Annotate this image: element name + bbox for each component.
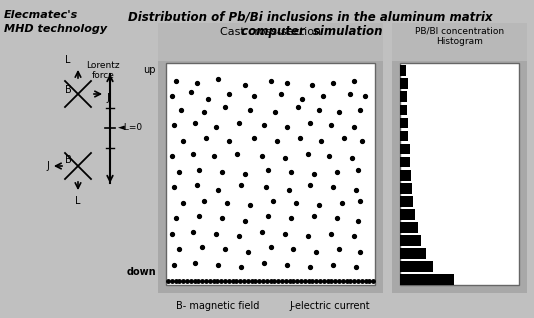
- Text: PB/BI concentration
Histogram: PB/BI concentration Histogram: [415, 27, 504, 46]
- Text: J-electric current: J-electric current: [289, 301, 370, 311]
- Bar: [392, 23, 527, 293]
- Bar: [400, 261, 433, 272]
- Bar: [400, 144, 410, 155]
- Bar: [158, 23, 383, 293]
- Text: up: up: [144, 65, 156, 75]
- Text: down: down: [127, 267, 156, 277]
- Bar: [400, 79, 409, 89]
- Bar: [400, 170, 411, 181]
- Bar: [400, 274, 453, 285]
- Text: Lorentz
force: Lorentz force: [86, 61, 120, 80]
- Text: MHD technology: MHD technology: [4, 24, 107, 34]
- Bar: [400, 209, 415, 220]
- Text: Distribution of Pb/Bi inclusions in the aluminum matrix
 computer  simulation: Distribution of Pb/Bi inclusions in the …: [128, 10, 492, 38]
- Bar: [400, 118, 409, 128]
- Bar: [400, 222, 418, 233]
- Bar: [400, 105, 407, 115]
- Text: B: B: [65, 155, 72, 165]
- Text: B: B: [65, 85, 72, 95]
- Text: L: L: [75, 196, 81, 206]
- Text: ◄L=0: ◄L=0: [118, 123, 143, 133]
- Text: Elecmatec's: Elecmatec's: [4, 10, 78, 20]
- Bar: [400, 92, 407, 102]
- Bar: [400, 66, 406, 76]
- Bar: [400, 131, 409, 142]
- Bar: [400, 248, 426, 259]
- Bar: [158, 23, 383, 61]
- Text: B- magnetic field: B- magnetic field: [176, 301, 260, 311]
- Text: J: J: [106, 93, 109, 103]
- Text: J: J: [46, 161, 49, 171]
- Bar: [400, 196, 413, 207]
- Bar: [392, 23, 527, 61]
- Bar: [400, 183, 412, 194]
- Bar: [166, 63, 375, 285]
- Text: Cast cross-section: Cast cross-section: [220, 27, 321, 37]
- Bar: [400, 63, 519, 285]
- Text: L: L: [65, 55, 70, 65]
- Bar: [400, 157, 410, 168]
- Bar: [400, 235, 421, 246]
